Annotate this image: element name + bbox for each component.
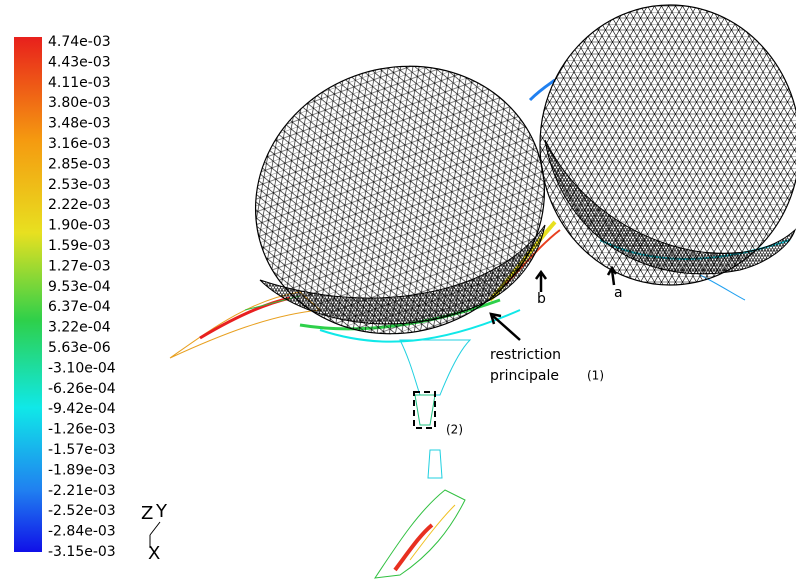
colorbar-label: 3.16e-03 [48, 136, 111, 152]
colorbar-label: -2.21e-03 [48, 483, 116, 499]
colorbar-label: 2.22e-03 [48, 197, 111, 213]
colorbar-labels: 4.74e-03 4.43e-03 4.11e-03 3.80e-03 3.48e-03… [48, 34, 116, 560]
colorbar-label: 9.53e-04 [48, 279, 111, 295]
colorbar-label: 4.74e-03 [48, 34, 111, 50]
left-sphere [254, 65, 546, 335]
colorbar-label: 4.43e-03 [48, 54, 111, 70]
colorbar-label: -1.89e-03 [48, 462, 116, 478]
colorbar-label: 1.27e-03 [48, 258, 111, 274]
colorbar-label: -3.10e-04 [48, 360, 116, 376]
colorbar-label: 2.85e-03 [48, 156, 111, 172]
colorbar-label: 3.48e-03 [48, 116, 111, 132]
colorbar-label: 4.11e-03 [48, 75, 111, 91]
axis-z: Z [141, 503, 153, 524]
right-sphere [539, 4, 796, 286]
colorbar-label: 2.53e-03 [48, 177, 111, 193]
colorbar-label: 3.22e-04 [48, 320, 111, 336]
colorbar-label: -2.52e-03 [48, 503, 116, 519]
axis-y: Y [155, 501, 168, 522]
dashed-box [413, 391, 436, 429]
colorbar-label: -1.57e-03 [48, 442, 116, 458]
colorbar-label: -3.15e-03 [48, 544, 116, 560]
label-marker1: (1) [587, 369, 604, 383]
label-restriction: restriction [490, 347, 561, 363]
colorbar [14, 37, 42, 552]
colorbar-label: 1.90e-03 [48, 218, 111, 234]
colorbar-label: 5.63e-06 [48, 340, 111, 356]
label-b: b [537, 291, 546, 307]
colorbar-label: -6.26e-04 [48, 381, 116, 397]
axis-triad [149, 521, 161, 548]
colorbar-label: -9.42e-04 [48, 401, 116, 417]
colorbar-label: 3.80e-03 [48, 95, 111, 111]
label-a: a [614, 285, 623, 301]
label-marker2: (2) [446, 423, 463, 437]
label-principale: principale [490, 368, 559, 384]
colorbar-label: 1.59e-03 [48, 238, 111, 254]
colorbar-label: -1.26e-03 [48, 422, 116, 438]
colorbar-label: 6.37e-04 [48, 299, 111, 315]
axis-x: X [148, 543, 160, 564]
arrows [489, 265, 618, 341]
colorbar-label: -2.84e-03 [48, 524, 116, 540]
